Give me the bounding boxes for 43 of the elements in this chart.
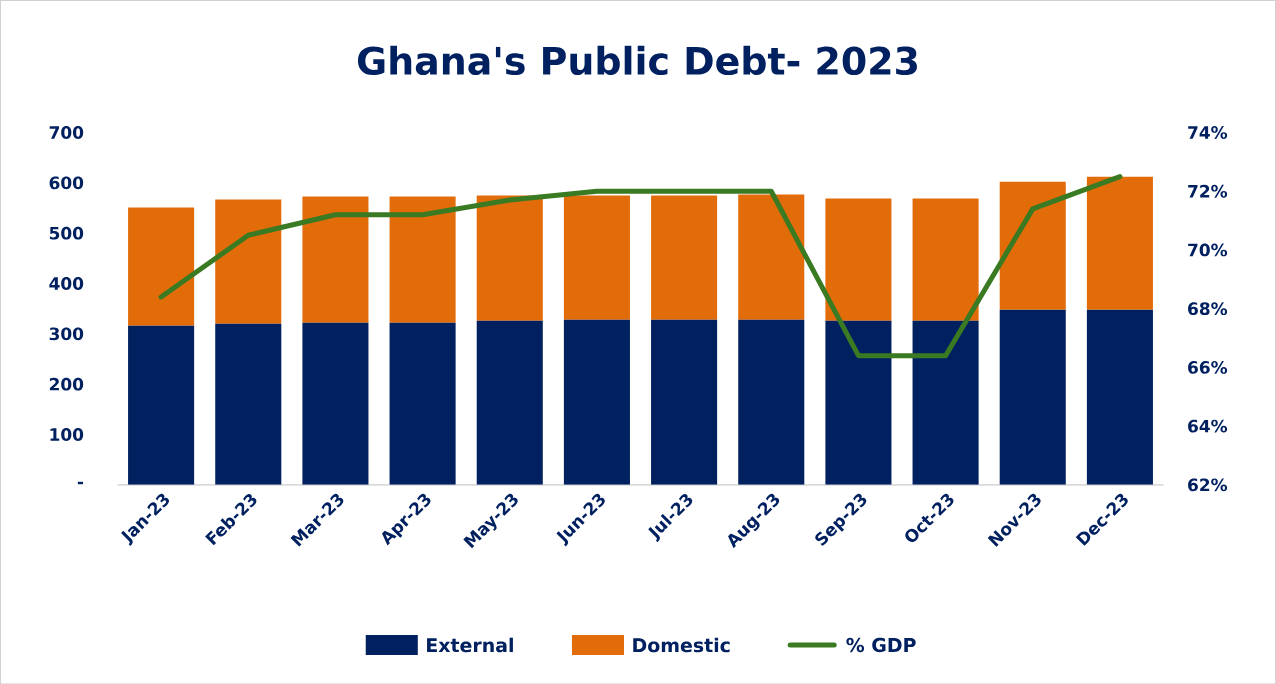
bar bbox=[1086, 176, 1153, 310]
bar bbox=[738, 194, 805, 320]
bar bbox=[128, 207, 195, 326]
bar bbox=[825, 320, 892, 485]
y2-tick-label: 68% bbox=[1188, 302, 1228, 315]
bar bbox=[651, 195, 718, 320]
y-tick-label: - bbox=[77, 481, 84, 484]
y2-tick-label: 74% bbox=[1188, 125, 1228, 139]
y2-tick-label: 64% bbox=[1188, 419, 1228, 433]
bar bbox=[563, 195, 630, 320]
bar bbox=[912, 320, 979, 485]
bar bbox=[912, 198, 979, 321]
bar bbox=[389, 322, 456, 485]
bar bbox=[215, 199, 282, 324]
y-tick-label: 500 bbox=[49, 226, 84, 240]
bar bbox=[476, 195, 543, 321]
bar bbox=[128, 325, 195, 485]
y-tick-label: 400 bbox=[49, 276, 84, 290]
y-tick-label: 200 bbox=[49, 377, 84, 391]
chart-title: Ghana's Public Debt- 2023 bbox=[357, 45, 917, 75]
legend-label: % GDP bbox=[846, 637, 916, 652]
y2-tick-label: 72% bbox=[1188, 184, 1228, 198]
bar bbox=[999, 309, 1066, 485]
bar bbox=[1086, 309, 1153, 485]
bar bbox=[302, 196, 369, 323]
bar bbox=[302, 322, 369, 485]
bar bbox=[215, 323, 282, 485]
y-tick-label: 100 bbox=[50, 427, 84, 441]
bar bbox=[999, 181, 1066, 310]
bar bbox=[476, 320, 543, 485]
y2-tick-label: 66% bbox=[1188, 360, 1228, 374]
bar bbox=[389, 196, 456, 323]
bar bbox=[825, 198, 892, 321]
y2-tick-label: 70% bbox=[1188, 243, 1228, 257]
y-tick-label: 700 bbox=[49, 125, 84, 139]
y-tick-label: 600 bbox=[49, 176, 84, 190]
bar bbox=[563, 319, 630, 485]
legend-label: Domestic bbox=[633, 637, 730, 653]
legend-label: External bbox=[427, 637, 513, 653]
bar bbox=[651, 319, 718, 485]
bar bbox=[738, 319, 805, 485]
y2-tick-label: 62% bbox=[1188, 478, 1228, 492]
y-tick-label: 300 bbox=[49, 327, 84, 341]
